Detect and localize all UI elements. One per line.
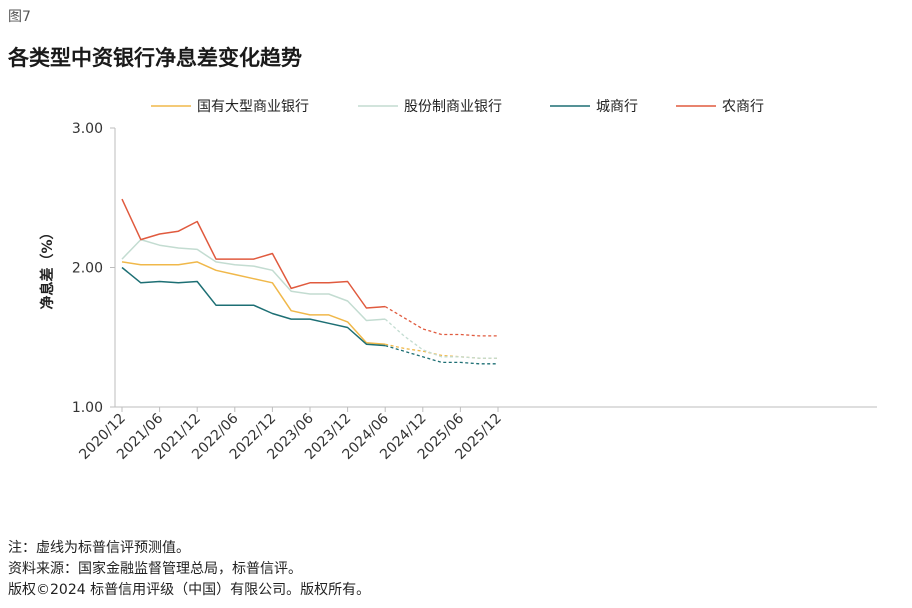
copyright-note: 版权©2024 标普信用评级（中国）有限公司。版权所有。	[8, 582, 371, 598]
legend-label: 国有大型商业银行	[197, 99, 309, 115]
series-line-actual	[121, 266, 386, 347]
y-tick-label: 1.00	[72, 400, 103, 416]
series-line-forecast	[384, 306, 498, 337]
y-tick-label: 2.00	[72, 261, 103, 277]
legend-label: 城商行	[596, 99, 638, 115]
legend-label: 股份制商业银行	[404, 99, 502, 115]
series-line-forecast	[384, 318, 498, 359]
legend-label: 农商行	[722, 99, 764, 115]
y-tick-label: 3.00	[72, 121, 103, 137]
figure-label: 图7	[8, 9, 31, 25]
forecast-note: 注：虚线为标普信评预测值。	[8, 540, 190, 556]
line-chart: 1.002.003.00净息差（%）2020/122021/062021/122…	[39, 99, 877, 463]
chart-title: 各类型中资银行净息差变化趋势	[8, 46, 302, 70]
series-line-actual	[121, 198, 386, 309]
series-line-actual	[121, 238, 386, 322]
source-note: 资料来源：国家金融监督管理总局，标普信评。	[8, 561, 302, 577]
y-axis-label: 净息差（%）	[39, 225, 56, 309]
footnotes: 注：虚线为标普信评预测值。 资料来源：国家金融监督管理总局，标普信评。 版权©2…	[8, 538, 370, 601]
series-line-actual	[121, 261, 386, 345]
